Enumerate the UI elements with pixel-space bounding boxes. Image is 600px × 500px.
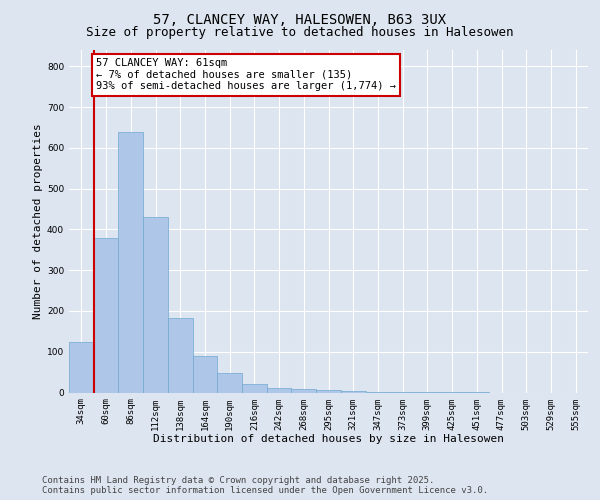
Bar — [118, 132, 143, 392]
Text: 57, CLANCEY WAY, HALESOWEN, B63 3UX: 57, CLANCEY WAY, HALESOWEN, B63 3UX — [154, 12, 446, 26]
Bar — [193, 356, 217, 393]
Bar — [267, 388, 292, 392]
Text: 57 CLANCEY WAY: 61sqm
← 7% of detached houses are smaller (135)
93% of semi-deta: 57 CLANCEY WAY: 61sqm ← 7% of detached h… — [96, 58, 396, 92]
Bar — [316, 390, 341, 392]
Text: Contains HM Land Registry data © Crown copyright and database right 2025.
Contai: Contains HM Land Registry data © Crown c… — [42, 476, 488, 495]
Bar — [69, 342, 94, 392]
Bar — [143, 217, 168, 392]
Bar — [242, 384, 267, 392]
Bar — [94, 238, 118, 392]
Bar — [168, 318, 193, 392]
Y-axis label: Number of detached properties: Number of detached properties — [33, 124, 43, 319]
X-axis label: Distribution of detached houses by size in Halesowen: Distribution of detached houses by size … — [153, 434, 504, 444]
Text: Size of property relative to detached houses in Halesowen: Size of property relative to detached ho… — [86, 26, 514, 39]
Bar — [292, 389, 316, 392]
Bar — [217, 374, 242, 392]
